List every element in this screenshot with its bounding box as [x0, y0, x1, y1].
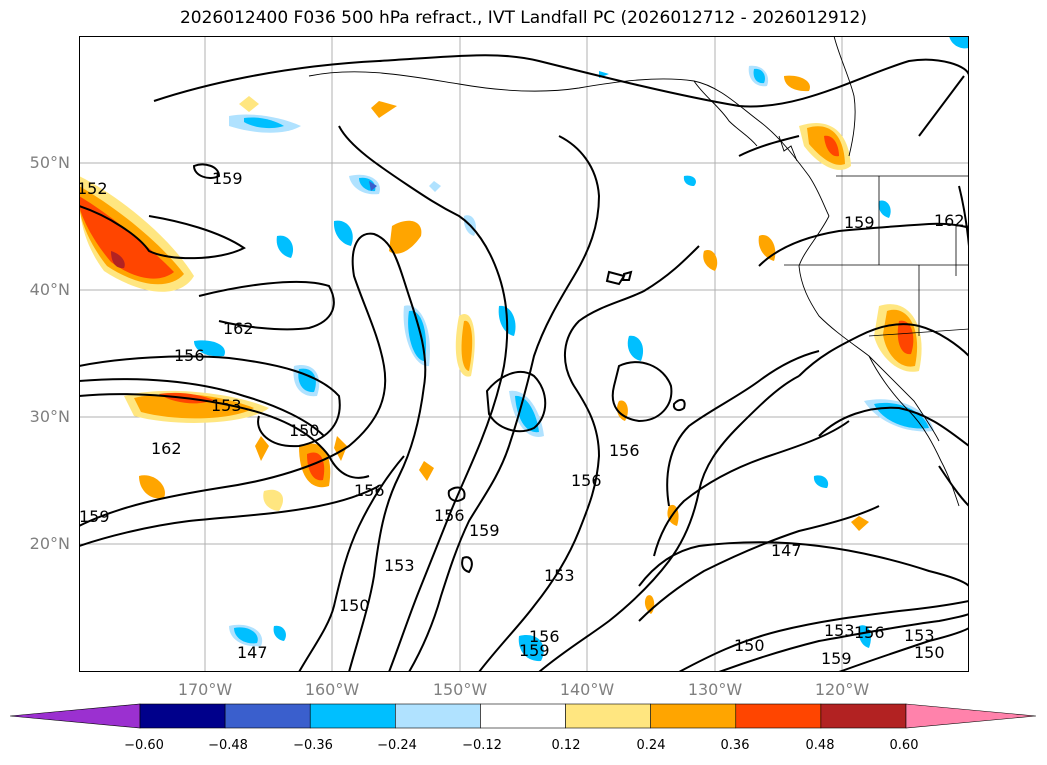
colorbar [10, 703, 1036, 729]
lon-label-150w: 150°W [432, 680, 488, 699]
lon-label-120w: 120°W [814, 680, 870, 699]
colorbar-segment [395, 703, 481, 729]
contour-label: 147 [771, 541, 802, 560]
contour-label: 156 [354, 481, 385, 500]
contour-label: 156 [434, 506, 465, 525]
contour-label: 162 [223, 319, 254, 338]
contour-label: 153 [211, 396, 242, 415]
contour-label: 150 [914, 643, 945, 662]
colorbar-segment [224, 703, 311, 729]
contour-label: 156 [854, 623, 885, 642]
lon-label-140w: 140°W [559, 680, 615, 699]
contour-label: 147 [237, 643, 268, 662]
colorbar-tick-label: −0.48 [208, 738, 248, 753]
colorbar-segment [565, 703, 651, 729]
borders [784, 175, 969, 337]
contour-label: 162 [151, 439, 182, 458]
colorbar-tick-label: −0.24 [377, 738, 417, 753]
contour-label: 162 [934, 211, 965, 230]
contour-label: 150 [734, 636, 765, 655]
colorbar-segment [309, 703, 396, 729]
contour-label: 150 [289, 421, 320, 440]
colorbar-segment [820, 703, 907, 729]
contour-label: 159 [212, 169, 243, 188]
map-panel: 159 162 156 153 150 162 159 152 156 150 … [79, 36, 969, 672]
colorbar-tick-label: −0.36 [293, 738, 333, 753]
contour-label: 159 [821, 649, 852, 668]
colorbar-tick-label: −0.12 [462, 738, 502, 753]
positive-anomaly-shading [79, 75, 922, 614]
contour-label: 159 [469, 521, 500, 540]
coastlines [308, 36, 960, 507]
contour-labels: 159 162 156 153 150 162 159 152 156 150 … [79, 169, 965, 668]
lon-label-170w: 170°W [177, 680, 233, 699]
contour-label: 153 [904, 626, 935, 645]
lat-label-30n: 30°N [29, 407, 70, 426]
colorbar-tick-label: 0.12 [551, 738, 581, 753]
colorbar-segment [480, 703, 566, 729]
colorbar-tick-label: 0.60 [889, 738, 919, 753]
contour-label: 159 [519, 641, 550, 660]
contour-label: 156 [571, 471, 602, 490]
map-title: 2026012400 F036 500 hPa refract., IVT La… [179, 8, 867, 28]
contour-label: 159 [844, 213, 875, 232]
colorbar-segment [735, 703, 822, 729]
colorbar-extend-high [905, 703, 1036, 729]
contour-label: 153 [384, 556, 415, 575]
lon-label-130w: 130°W [687, 680, 743, 699]
contour-label: 153 [824, 621, 855, 640]
colorbar-tick-label: 0.48 [805, 738, 835, 753]
lat-label-20n: 20°N [29, 534, 70, 553]
colorbar-segment [139, 703, 226, 729]
colorbar-tick-label: 0.24 [636, 738, 666, 753]
contour-label: 152 [79, 179, 108, 198]
colorbar-extend-low [10, 703, 141, 729]
lat-label-50n: 50°N [29, 153, 70, 172]
contour-label: 150 [339, 596, 370, 615]
contour-label: 159 [79, 507, 110, 526]
colorbar-tick-label: −0.60 [124, 738, 164, 753]
lat-label-40n: 40°N [29, 280, 70, 299]
contour-label: 153 [544, 566, 575, 585]
contour-label: 156 [609, 441, 640, 460]
contour-label: 156 [174, 346, 205, 365]
lon-label-160w: 160°W [304, 680, 360, 699]
colorbar-segment [650, 703, 737, 729]
contour-lines [79, 54, 969, 672]
contour-label: 156 [529, 627, 560, 646]
colorbar-tick-label: 0.36 [720, 738, 750, 753]
